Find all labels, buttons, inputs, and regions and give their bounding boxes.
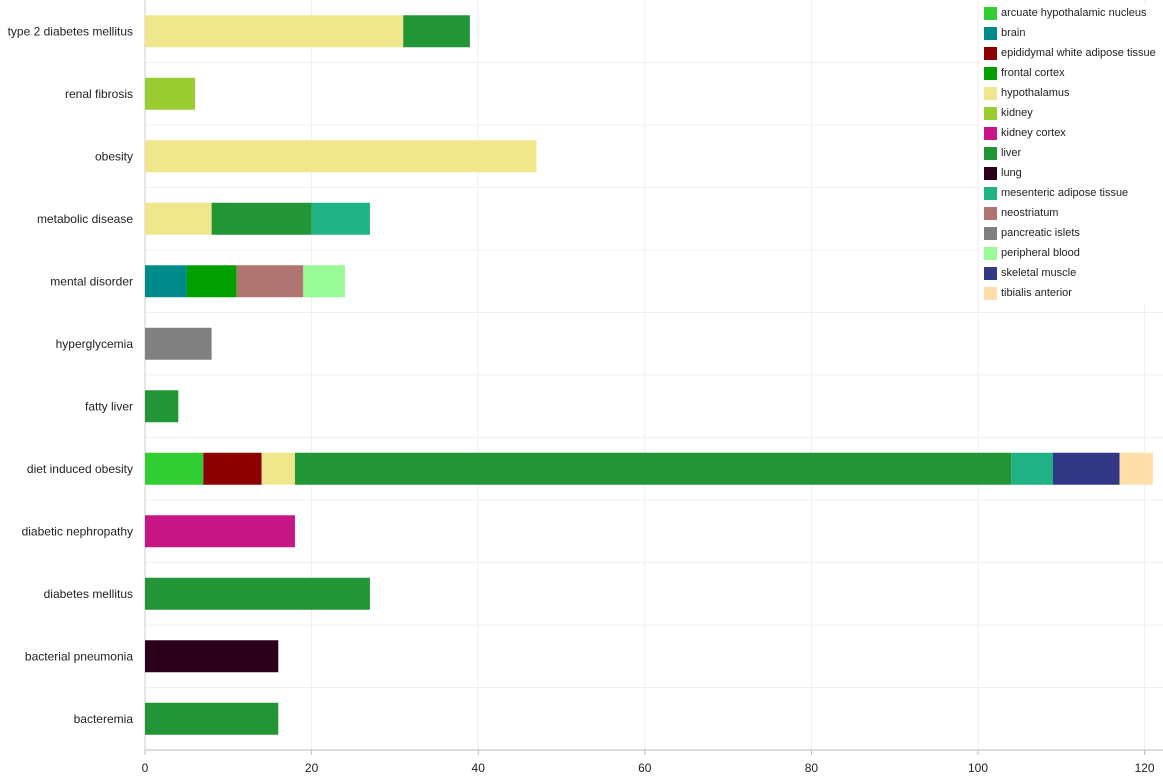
x-tick-label: 20 xyxy=(305,761,319,775)
legend-item[interactable]: hypothalamus xyxy=(984,83,1070,103)
y-category-label: bacteremia xyxy=(74,712,134,726)
legend-swatch xyxy=(984,6,997,20)
y-category-label: obesity xyxy=(95,149,133,163)
bar-segment[interactable] xyxy=(303,265,345,298)
legend-item[interactable]: kidney xyxy=(984,103,1033,123)
legend-swatch xyxy=(984,26,997,40)
bar-segment[interactable] xyxy=(1011,452,1053,485)
x-tick-label: 40 xyxy=(472,761,486,775)
bar-segment[interactable] xyxy=(145,327,212,360)
x-tick-label: 60 xyxy=(638,761,652,775)
bar-segment[interactable] xyxy=(261,452,295,485)
legend-item[interactable]: liver xyxy=(984,143,1021,163)
legend-label: frontal cortex xyxy=(1001,67,1065,79)
bar-segment[interactable] xyxy=(236,265,304,298)
legend-label: kidney cortex xyxy=(1001,127,1066,139)
legend-label: neostriatum xyxy=(1001,207,1059,219)
legend-label: epididymal white adipose tissue xyxy=(1001,47,1156,59)
legend-label: arcuate hypothalamic nucleus xyxy=(1001,7,1147,19)
legend-swatch xyxy=(984,46,997,60)
y-category-label: diabetic nephropathy xyxy=(22,524,133,538)
bar-segment[interactable] xyxy=(145,702,279,735)
legend-swatch xyxy=(984,246,997,260)
legend-label: peripheral blood xyxy=(1001,247,1080,259)
legend-item[interactable]: arcuate hypothalamic nucleus xyxy=(984,3,1147,23)
bar-segment[interactable] xyxy=(145,140,537,173)
legend-label: brain xyxy=(1001,27,1026,39)
legend-swatch xyxy=(984,146,997,160)
y-category-label: hyperglycemia xyxy=(56,337,134,351)
bar-segment[interactable] xyxy=(311,202,370,235)
legend-item[interactable]: mesenteric adipose tissue xyxy=(984,183,1128,203)
legend-item[interactable]: brain xyxy=(984,23,1025,43)
y-category-label: type 2 diabetes mellitus xyxy=(8,24,133,38)
legend-label: liver xyxy=(1001,147,1022,159)
legend-label: tibialis anterior xyxy=(1001,287,1072,299)
y-category-label: metabolic disease xyxy=(37,212,133,226)
bar-segment[interactable] xyxy=(145,265,187,298)
bar-segment[interactable] xyxy=(145,515,295,548)
bar-segment[interactable] xyxy=(211,202,312,235)
legend-label: pancreatic islets xyxy=(1001,227,1080,239)
y-category-label: mental disorder xyxy=(50,274,133,288)
legend-item[interactable]: epididymal white adipose tissue xyxy=(984,43,1156,63)
legend-swatch xyxy=(984,66,997,80)
legend-swatch xyxy=(984,106,997,120)
bar-segment[interactable] xyxy=(145,15,404,48)
legend-item[interactable]: lung xyxy=(984,163,1022,183)
legend-item[interactable]: frontal cortex xyxy=(984,63,1065,83)
legend-label: hypothalamus xyxy=(1001,87,1070,99)
x-tick-label: 120 xyxy=(1135,761,1155,775)
legend-item[interactable]: neostriatum xyxy=(984,203,1058,223)
legend-swatch xyxy=(984,126,997,140)
legend-swatch xyxy=(984,186,997,200)
legend-item[interactable]: kidney cortex xyxy=(984,123,1066,143)
legend-item[interactable]: peripheral blood xyxy=(984,243,1080,263)
legend-swatch xyxy=(984,286,997,300)
y-axis-categories: type 2 diabetes mellitus renal fibrosis ob… xyxy=(8,24,134,726)
legend-swatch xyxy=(984,206,997,220)
legend-label: kidney xyxy=(1001,107,1033,119)
bar-segment[interactable] xyxy=(145,202,212,235)
bar-segment[interactable] xyxy=(145,77,195,110)
legend-item[interactable]: tibialis anterior xyxy=(984,283,1072,303)
bar-segment[interactable] xyxy=(294,452,1012,485)
y-category-label: fatty liver xyxy=(85,399,133,413)
legend-item[interactable]: skeletal muscle xyxy=(984,263,1076,283)
legend-label: mesenteric adipose tissue xyxy=(1001,187,1129,199)
legend-swatch xyxy=(984,86,997,100)
bar-segment[interactable] xyxy=(145,640,279,673)
bar-segment[interactable] xyxy=(145,577,370,610)
legend-item[interactable]: pancreatic islets xyxy=(984,223,1080,243)
bar-segment[interactable] xyxy=(145,390,179,423)
bar-segment[interactable] xyxy=(1119,452,1153,485)
x-tick-label: 80 xyxy=(805,761,819,775)
y-category-label: renal fibrosis xyxy=(65,87,133,101)
legend-swatch xyxy=(984,226,997,240)
x-tick-label: 0 xyxy=(142,761,149,775)
y-category-label: bacterial pneumonia xyxy=(25,649,133,663)
y-category-label: diabetes mellitus xyxy=(44,587,133,601)
grid-lines xyxy=(144,0,1163,750)
legend-label: lung xyxy=(1001,167,1022,179)
y-category-label: diet induced obesity xyxy=(27,462,133,476)
x-axis-ticks: 0 20 40 60 80 100 120 xyxy=(142,750,1155,775)
bar-segment[interactable] xyxy=(403,15,470,48)
chart-legend: arcuate hypothalamic nucleus brain epididy… xyxy=(980,3,1163,303)
legend-swatch xyxy=(984,266,997,280)
bars xyxy=(145,15,1153,735)
bar-segment[interactable] xyxy=(1052,452,1120,485)
bar-segment[interactable] xyxy=(145,452,204,485)
legend-label: skeletal muscle xyxy=(1001,267,1077,279)
x-tick-label: 100 xyxy=(968,761,988,775)
bar-segment[interactable] xyxy=(186,265,237,298)
legend-swatch xyxy=(984,166,997,180)
bar-segment[interactable] xyxy=(203,452,262,485)
